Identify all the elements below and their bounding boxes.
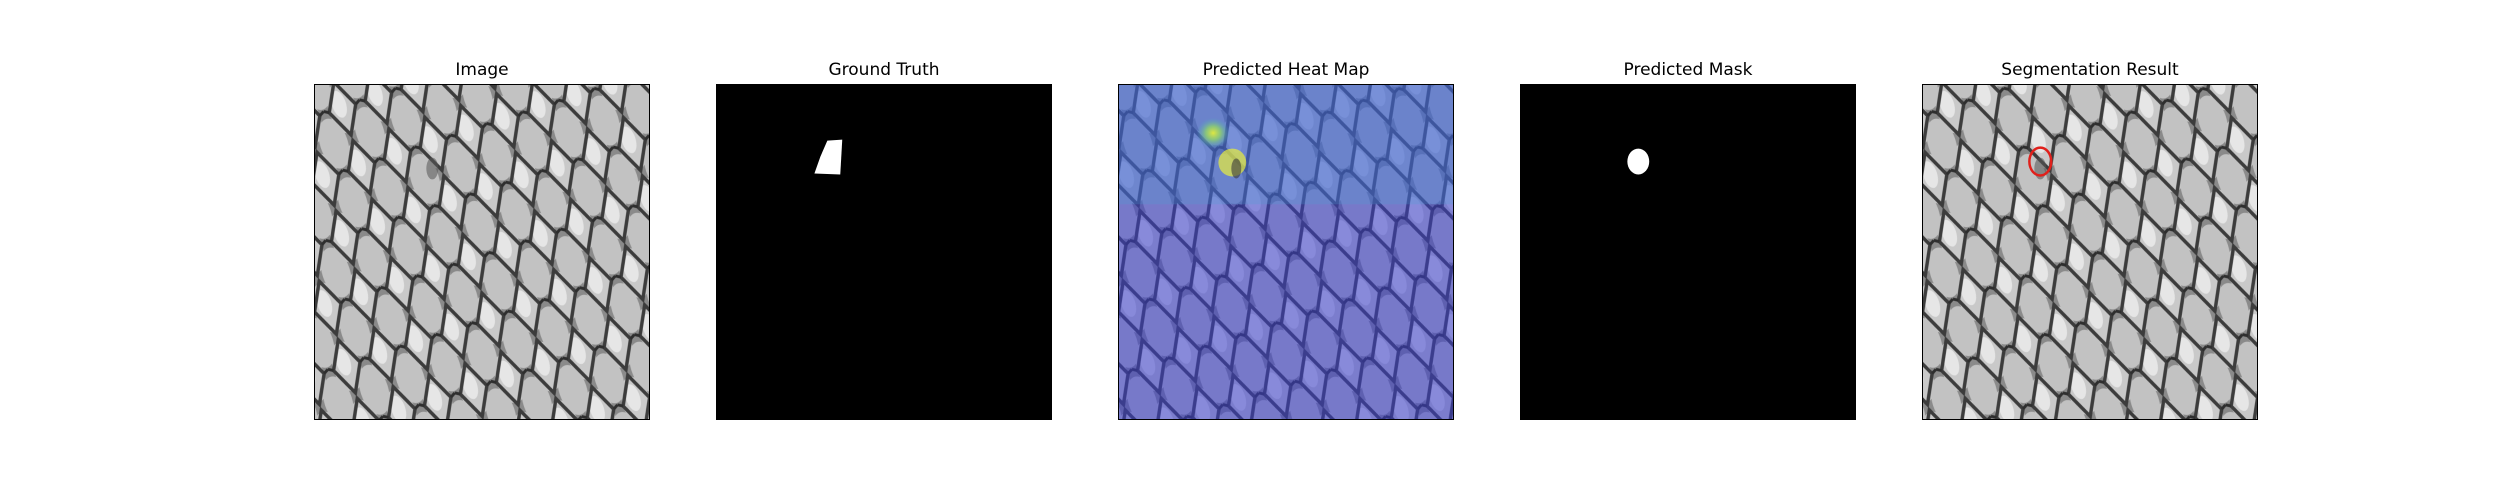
panel-title-pred-mask: Predicted Mask <box>1623 60 1753 80</box>
predicted-mask <box>1521 85 1855 419</box>
predicted-region <box>1627 148 1650 175</box>
ground-truth-region <box>814 139 843 175</box>
panel-title-heatmap: Predicted Heat Map <box>1202 60 1370 80</box>
panel-title-image: Image <box>455 60 509 80</box>
segmentation-contour <box>2028 146 2053 177</box>
panel-segmentation <box>1922 84 2258 420</box>
panel-title-ground-truth: Ground Truth <box>828 60 940 80</box>
panel-ground-truth <box>716 84 1052 420</box>
mesh-texture-image <box>315 85 649 419</box>
panel-pred-mask <box>1520 84 1856 420</box>
segmentation-overlay <box>1923 85 2257 419</box>
panel-title-segmentation: Segmentation Result <box>2001 60 2179 80</box>
panel-heatmap <box>1118 84 1454 420</box>
ground-truth-mask <box>717 85 1051 419</box>
panel-image <box>314 84 650 420</box>
heatmap-overlay <box>1119 85 1453 419</box>
